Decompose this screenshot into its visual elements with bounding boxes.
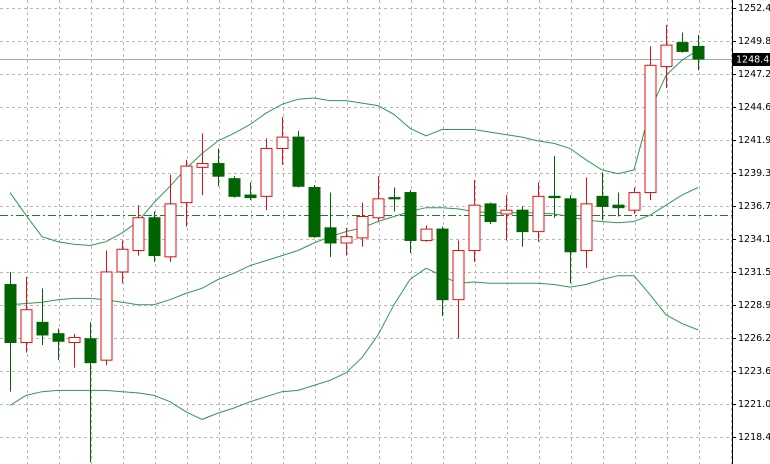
y-tick-label: 1247.20 — [738, 69, 770, 80]
candle-body — [100, 271, 113, 361]
candle-body — [644, 64, 657, 194]
candle-body — [660, 44, 673, 68]
candle-body — [212, 163, 225, 177]
candle-body — [676, 42, 689, 52]
upper-band — [9, 49, 699, 247]
candle-body — [468, 204, 481, 252]
candle-body — [164, 203, 177, 258]
candle-body — [148, 217, 161, 257]
candle-body — [116, 248, 129, 273]
y-tick-label: 1226.25 — [738, 333, 770, 344]
vertical-grid — [27, 0, 732, 464]
candle-body — [420, 228, 433, 241]
candle-body — [308, 187, 321, 238]
candle-body — [580, 203, 593, 252]
candle-body — [612, 204, 625, 209]
y-tick-label: 1221.00 — [738, 399, 770, 410]
candle-body — [132, 217, 145, 252]
y-tick-label: 1252.45 — [738, 3, 770, 14]
candle-body — [388, 197, 401, 200]
y-tick-label: 1231.50 — [738, 267, 770, 278]
candle-body — [548, 195, 561, 199]
last-price-box — [733, 53, 770, 66]
candle-body — [372, 198, 385, 219]
candle-body — [292, 136, 305, 187]
candle-body — [500, 209, 513, 215]
candle-body — [180, 165, 193, 204]
candle-body — [564, 198, 577, 253]
candle-body — [692, 45, 705, 60]
candle-body — [4, 284, 17, 344]
candle-body — [532, 195, 545, 233]
candle-body — [20, 309, 33, 344]
y-tick-label: 1218.40 — [738, 432, 770, 443]
candle-body — [484, 203, 497, 223]
candle-body — [324, 227, 337, 244]
candle-body — [340, 236, 353, 244]
y-tick-label: 1249.85 — [738, 36, 770, 47]
y-tick-label: 1241.95 — [738, 135, 770, 146]
y-tick-label: 1239.35 — [738, 168, 770, 179]
candle-body — [516, 209, 529, 233]
candle-body — [36, 321, 49, 336]
candle-body — [244, 194, 257, 199]
y-tick-label: 1244.60 — [738, 102, 770, 113]
y-tick-label: 1228.90 — [738, 300, 770, 311]
candle-body — [276, 136, 289, 149]
candle-body — [404, 192, 417, 241]
y-tick-label: 1223.65 — [738, 366, 770, 377]
candle-body — [260, 147, 273, 197]
candle-body — [52, 333, 65, 342]
candle-body — [628, 192, 641, 211]
candle-body — [596, 195, 609, 207]
y-tick-label: 1236.70 — [738, 201, 770, 212]
candle-body — [228, 178, 241, 197]
last-price-label: 1248.40 — [736, 55, 770, 66]
candle-body — [436, 228, 449, 301]
lower-band — [9, 267, 699, 420]
candle-body — [68, 336, 81, 344]
candle-body — [452, 250, 465, 301]
candle-body — [84, 338, 97, 364]
y-tick-label: 1234.10 — [738, 234, 770, 245]
candle-body — [356, 215, 369, 239]
candle-body — [196, 163, 209, 168]
